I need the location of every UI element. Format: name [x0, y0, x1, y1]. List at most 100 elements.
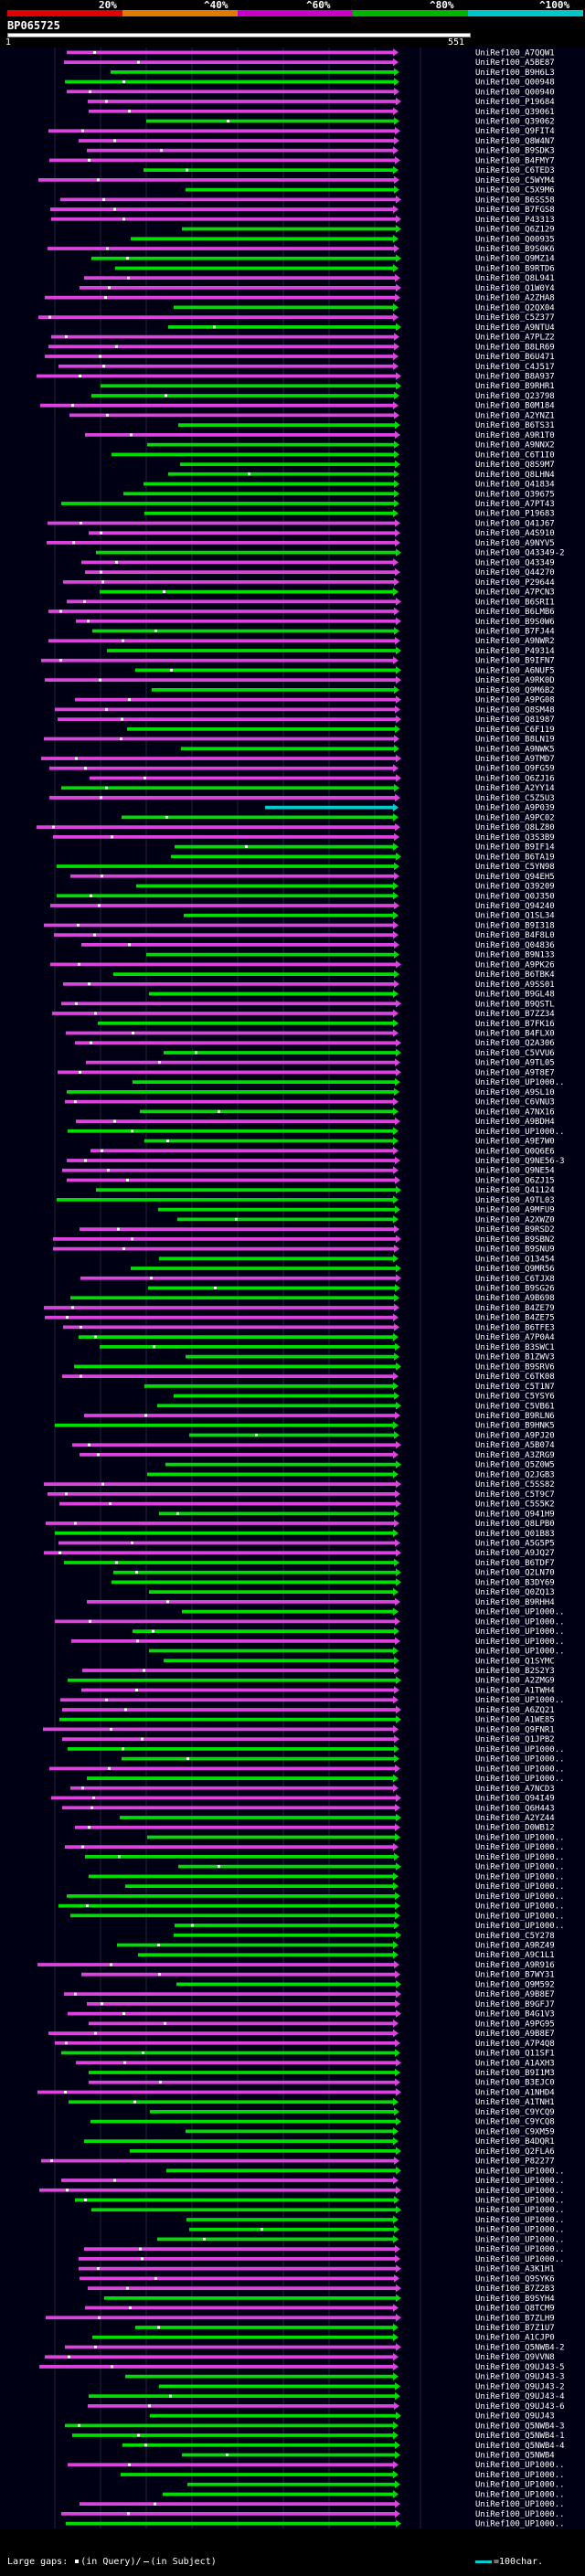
- hit-row[interactable]: UniRef100_Q5NWB4-3: [65, 2422, 565, 2431]
- hit-row[interactable]: UniRef100_Q39209: [136, 882, 555, 892]
- hit-label[interactable]: UniRef100_Q9FIT4: [475, 127, 555, 136]
- hit-row[interactable]: UniRef100_B7WY31: [81, 1970, 555, 1980]
- hit-label[interactable]: UniRef100_B8LR69: [475, 343, 555, 352]
- hit-label[interactable]: UniRef100_A9C1L1: [475, 1951, 555, 1960]
- hit-label[interactable]: UniRef100_A9NYV5: [475, 539, 555, 548]
- hit-label[interactable]: UniRef100_Q8W4N7: [475, 137, 555, 146]
- hit-row[interactable]: UniRef100_A5B074: [72, 1440, 555, 1450]
- hit-row[interactable]: UniRef100_P43313: [51, 215, 555, 225]
- hit-label[interactable]: UniRef100_A9PC02: [475, 813, 555, 822]
- hit-row[interactable]: UniRef100_B9RHH4: [87, 1597, 555, 1607]
- hit-label[interactable]: UniRef100_UP1000..: [475, 2255, 565, 2264]
- hit-row[interactable]: UniRef100_B7FGS8: [50, 205, 555, 215]
- hit-row[interactable]: UniRef100_C5VVU6: [164, 1048, 555, 1058]
- hit-row[interactable]: UniRef100_Q41834: [144, 480, 555, 490]
- hit-label[interactable]: UniRef100_UP1000..: [475, 2187, 565, 2196]
- hit-row[interactable]: UniRef100_B2S2Y3: [82, 1666, 555, 1676]
- hit-row[interactable]: UniRef100_A4S910: [89, 528, 555, 538]
- hit-row[interactable]: UniRef100_Q9SYK6: [80, 2274, 555, 2284]
- hit-row[interactable]: UniRef100_A1NHD4: [37, 2088, 555, 2097]
- hit-label[interactable]: UniRef100_A2YNZ1: [475, 411, 555, 420]
- hit-label[interactable]: UniRef100_B0M184: [475, 402, 555, 411]
- hit-row[interactable]: UniRef100_B6TDF7: [64, 1558, 555, 1568]
- hit-row[interactable]: UniRef100_B9I318: [44, 921, 555, 930]
- hit-row[interactable]: UniRef100_Q6Z129: [182, 225, 555, 235]
- hit-row[interactable]: UniRef100_B8LN19: [44, 735, 555, 745]
- hit-label[interactable]: UniRef100_P19683: [475, 510, 555, 519]
- hit-label[interactable]: UniRef100_Q941H9: [475, 1510, 555, 1519]
- hit-row[interactable]: UniRef100_A3ZRG9: [80, 1450, 555, 1460]
- hit-label[interactable]: UniRef100_Q94240: [475, 902, 555, 911]
- hit-label[interactable]: UniRef100_UP1000..: [475, 2510, 565, 2519]
- hit-label[interactable]: UniRef100_UP1000..: [475, 2206, 565, 2215]
- hit-row[interactable]: UniRef100_A2YZ44: [120, 1813, 555, 1823]
- hit-label[interactable]: UniRef100_A9PG95: [475, 2019, 555, 2029]
- hit-label[interactable]: UniRef100_A9E7W0: [475, 1138, 555, 1147]
- hit-label[interactable]: UniRef100_B9RHH4: [475, 1598, 555, 1607]
- hit-row[interactable]: UniRef100_UP1000..: [49, 1765, 565, 1774]
- hit-row[interactable]: UniRef100_A9NWK5: [181, 744, 555, 754]
- hit-row[interactable]: UniRef100_C5T1N7: [144, 1382, 555, 1392]
- hit-label[interactable]: UniRef100_A5G5P5: [475, 1540, 555, 1549]
- hit-label[interactable]: UniRef100_C5S5K2: [475, 1500, 555, 1510]
- hit-label[interactable]: UniRef100_Q5NWB4-4: [475, 2442, 565, 2451]
- hit-label[interactable]: UniRef100_Q94EH5: [475, 873, 555, 882]
- hit-label[interactable]: UniRef100_B4F8L0: [475, 931, 555, 940]
- hit-label[interactable]: UniRef100_B4ZE79: [475, 1304, 555, 1313]
- hit-row[interactable]: UniRef100_Q0J350: [57, 891, 555, 901]
- hit-row[interactable]: UniRef100_B4FLX0: [66, 1029, 555, 1038]
- hit-row[interactable]: UniRef100_UP1000..: [178, 1862, 565, 1872]
- hit-label[interactable]: UniRef100_Q9MR56: [475, 1265, 555, 1274]
- hit-row[interactable]: UniRef100_B0M184: [40, 401, 555, 411]
- hit-row[interactable]: UniRef100_Q2FLA6: [130, 2147, 555, 2157]
- hit-row[interactable]: UniRef100_B4ZE75: [45, 1313, 555, 1323]
- hit-row[interactable]: UniRef100_A9PK26: [50, 960, 555, 970]
- hit-row[interactable]: UniRef100_Q2A306: [75, 1038, 555, 1048]
- hit-label[interactable]: UniRef100_Q39061: [475, 108, 555, 117]
- hit-label[interactable]: UniRef100_A9RZ49: [475, 1941, 555, 1950]
- hit-row[interactable]: UniRef100_B7ZLH9: [46, 2313, 555, 2323]
- hit-row[interactable]: UniRef100_A9R1T0: [85, 430, 555, 440]
- hit-label[interactable]: UniRef100_A9PJ20: [475, 1431, 555, 1440]
- hit-label[interactable]: UniRef100_B7ZZ34: [475, 1010, 555, 1019]
- hit-row[interactable]: UniRef100_C6TK08: [62, 1372, 555, 1382]
- hit-row[interactable]: UniRef100_A9R916: [37, 1960, 555, 1970]
- hit-row[interactable]: UniRef100_B6SS58: [60, 196, 555, 205]
- hit-row[interactable]: UniRef100_B9IFN7: [41, 656, 555, 666]
- hit-label[interactable]: UniRef100_A2ZHA8: [475, 294, 555, 303]
- hit-label[interactable]: UniRef100_UP1000..: [475, 2520, 565, 2528]
- hit-row[interactable]: UniRef100_UP1000..: [66, 2519, 565, 2528]
- hit-row[interactable]: UniRef100_Q39062: [146, 117, 555, 126]
- hit-row[interactable]: UniRef100_A9PC02: [122, 813, 555, 822]
- hit-row[interactable]: UniRef100_Q43349: [81, 558, 555, 567]
- hit-row[interactable]: UniRef100_B9N133: [146, 950, 555, 960]
- hit-label[interactable]: UniRef100_UP1000..: [475, 1765, 565, 1774]
- hit-row[interactable]: UniRef100_A9JQ27: [44, 1548, 555, 1558]
- hit-label[interactable]: UniRef100_C6VNU3: [475, 1098, 555, 1108]
- hit-label[interactable]: UniRef100_Q2LN70: [475, 1569, 555, 1578]
- hit-label[interactable]: UniRef100_Q00935: [475, 235, 555, 244]
- hit-label[interactable]: UniRef100_UP1000..: [475, 2500, 565, 2509]
- hit-row[interactable]: UniRef100_A5G5P5: [58, 1539, 555, 1549]
- hit-row[interactable]: UniRef100_A7PCN3: [100, 588, 555, 598]
- hit-label[interactable]: UniRef100_B6TBK4: [475, 970, 555, 980]
- hit-label[interactable]: UniRef100_B9H6L3: [475, 69, 555, 78]
- hit-row[interactable]: UniRef100_Q04836: [81, 940, 555, 950]
- hit-label[interactable]: UniRef100_Q00948: [475, 79, 555, 88]
- hit-label[interactable]: UniRef100_A1WE85: [475, 1716, 555, 1725]
- hit-label[interactable]: UniRef100_A9R916: [475, 1961, 555, 1970]
- hit-row[interactable]: UniRef100_Q39061: [89, 107, 555, 117]
- hit-row[interactable]: UniRef100_Q9UJ43-4: [89, 2391, 565, 2401]
- hit-label[interactable]: UniRef100_A9T8E7: [475, 1068, 555, 1077]
- hit-row[interactable]: UniRef100_Q8W4N7: [79, 136, 555, 146]
- hit-row[interactable]: UniRef100_B8A937: [37, 372, 555, 381]
- hit-label[interactable]: UniRef100_UP1000..: [475, 1872, 565, 1882]
- hit-label[interactable]: UniRef100_B7ZLH9: [475, 2314, 555, 2323]
- hit-row[interactable]: UniRef100_Q9FG59: [49, 764, 555, 774]
- hit-row[interactable]: UniRef100_Q6H443: [62, 1803, 555, 1813]
- hit-row[interactable]: UniRef100_A9PG95: [89, 2019, 555, 2029]
- hit-label[interactable]: UniRef100_UP1000..: [475, 2481, 565, 2490]
- hit-row[interactable]: UniRef100_C9YCQ8: [90, 2117, 555, 2127]
- hit-row[interactable]: UniRef100_Q81987: [58, 715, 555, 725]
- hit-label[interactable]: UniRef100_B9I1M3: [475, 2069, 555, 2078]
